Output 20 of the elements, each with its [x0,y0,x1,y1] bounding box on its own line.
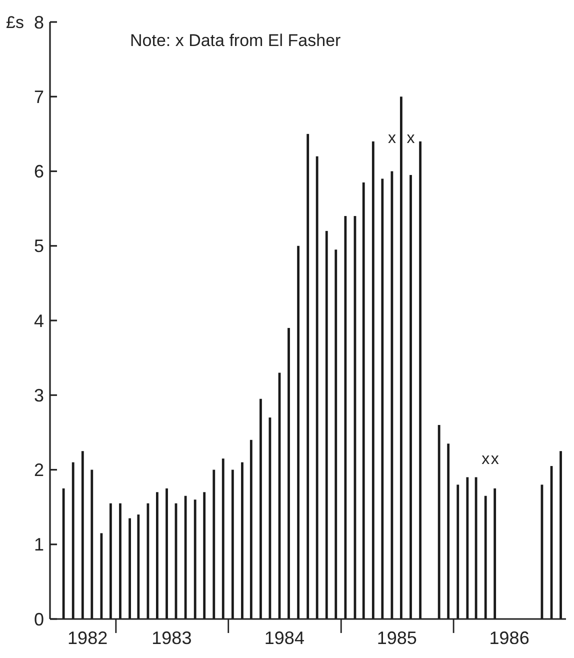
annotation: x [490,450,499,468]
x-tick-label: 1984 [264,628,304,648]
y-tick-label: 4 [34,310,44,331]
annotation: Note: x Data from El Fasher [130,31,342,50]
y-tick-label: 8 [34,12,44,32]
x-tick-label: 1982 [68,628,108,648]
x-tick-label: 1983 [152,628,192,648]
y-tick-label: 0 [34,609,44,630]
annotation: x [482,450,490,468]
x-tick-label: 1985 [376,628,417,648]
x-tick-label: 1986 [489,628,530,648]
y-tick-label: 3 [34,385,44,406]
y-tick-label: 6 [34,162,44,182]
y-tick-label: 1 [34,534,44,555]
annotation: x [388,130,396,147]
y-tick-label: 2 [34,460,44,480]
annotation: x [406,130,415,147]
y-tick-label: 7 [34,86,44,107]
y-axis-title: £s [6,12,24,32]
y-tick-label: 5 [34,236,44,256]
